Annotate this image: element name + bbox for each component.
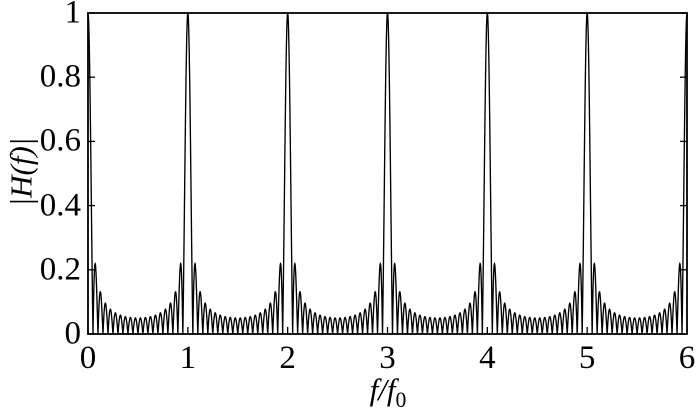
y-tick-label: 0.4: [39, 187, 81, 224]
x-tick-label: 4: [479, 340, 496, 376]
y-axis-label: |H(f)|: [3, 137, 39, 207]
x-tick-label: 5: [578, 340, 596, 376]
axis-ticks: [87, 12, 688, 335]
x-tick-label: 0: [79, 340, 97, 376]
x-tick-label: 6: [678, 340, 696, 376]
response-curve: [87, 12, 688, 335]
x-axis-label: f/f0: [369, 372, 407, 411]
y-tick-label: 0.2: [39, 251, 81, 288]
x-axis-label-subscript: 0: [395, 388, 407, 412]
y-tick-label: 0.6: [39, 122, 81, 159]
plot-box: [87, 12, 688, 335]
y-tick-label: 0: [64, 315, 82, 352]
x-axis-label-main: f/f: [369, 372, 396, 407]
x-tick-label: 1: [179, 340, 197, 376]
x-tick-label: 2: [279, 340, 296, 376]
x-tick-label: 3: [379, 340, 396, 376]
y-tick-label: 0.8: [39, 58, 81, 95]
y-tick-label: 1: [64, 0, 82, 31]
